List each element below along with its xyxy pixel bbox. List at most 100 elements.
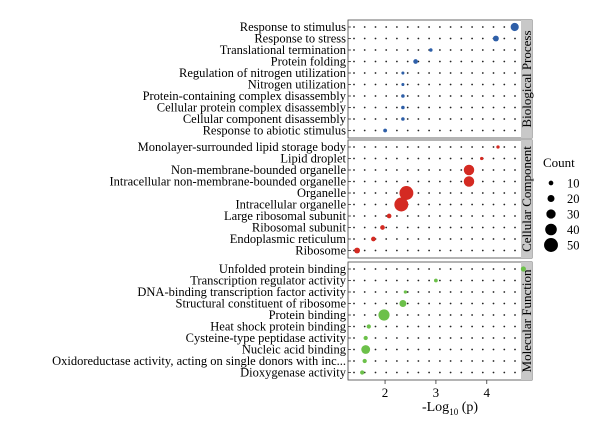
grid-dot	[417, 157, 420, 160]
grid-dot	[492, 146, 495, 148]
grid-dot	[449, 95, 452, 97]
grid-dot	[503, 37, 506, 40]
grid-dot	[481, 49, 484, 51]
data-point	[361, 345, 371, 354]
grid-dot	[385, 291, 388, 293]
grid-dot	[492, 291, 495, 293]
data-point	[492, 35, 499, 42]
grid-dot	[471, 325, 473, 328]
grid-dot	[460, 268, 463, 270]
grid-dot	[385, 60, 388, 63]
grid-dot	[503, 337, 506, 339]
grid-dot	[492, 203, 495, 206]
grid-dot	[492, 302, 495, 305]
grid-dot	[406, 95, 409, 97]
grid-dot	[514, 238, 516, 240]
grid-dot	[417, 337, 420, 339]
grid-dot	[449, 360, 452, 362]
grid-dot	[396, 26, 398, 28]
grid-dot	[363, 226, 366, 229]
grid-dot	[417, 129, 420, 132]
grid-dot	[406, 169, 409, 171]
grid-dot	[406, 371, 409, 374]
grid-dot	[481, 37, 484, 40]
grid-dot	[514, 371, 516, 374]
grid-dot	[385, 238, 388, 240]
grid-dot	[439, 302, 441, 305]
facet-strip	[521, 262, 532, 380]
grid-dot	[406, 129, 409, 132]
grid-dot	[460, 60, 463, 63]
grid-dot	[396, 348, 398, 351]
grid-dot	[471, 226, 473, 229]
grid-dot	[385, 37, 388, 40]
term-label: Nitrogen utilization	[248, 78, 347, 92]
facet-strip-label: Biological Process	[519, 30, 534, 127]
term-label: Endoplasmic reticulum	[230, 232, 347, 246]
grid-dot	[514, 129, 516, 132]
grid-dot	[406, 157, 409, 160]
data-point	[401, 71, 405, 75]
grid-dot	[353, 238, 355, 240]
grid-dot	[503, 60, 506, 63]
grid-dot	[471, 157, 473, 160]
term-label: Protein folding	[271, 55, 347, 69]
grid-dot	[428, 146, 430, 148]
grid-dot	[417, 37, 420, 40]
grid-dot	[481, 268, 484, 270]
grid-dot	[503, 192, 506, 194]
grid-dot	[492, 337, 495, 339]
grid-dot	[406, 180, 409, 183]
grid-dot	[460, 146, 463, 148]
data-point	[463, 176, 475, 187]
grid-dot	[374, 106, 377, 109]
grid-dot	[439, 106, 441, 109]
term-label: Structural constituent of ribosome	[176, 297, 347, 311]
term-label: Organelle	[297, 186, 347, 200]
grid-dot	[417, 180, 420, 183]
data-point	[399, 186, 414, 200]
grid-dot	[353, 337, 355, 339]
grid-dot	[439, 118, 441, 120]
grid-dot	[363, 129, 366, 132]
grid-dot	[417, 26, 420, 28]
grid-dot	[396, 249, 398, 252]
grid-dot	[417, 226, 420, 229]
grid-dot	[406, 325, 409, 328]
term-label: Transcription regulator activity	[190, 274, 347, 288]
grid-dot	[374, 169, 377, 171]
term-label: Large ribosomal subunit	[224, 209, 346, 223]
grid-dot	[396, 302, 398, 305]
grid-dot	[503, 314, 506, 316]
data-point	[362, 358, 367, 364]
grid-dot	[417, 348, 420, 351]
grid-dot	[439, 279, 441, 282]
legend-size-label: 10	[567, 177, 580, 191]
grid-dot	[439, 49, 441, 51]
grid-dot	[417, 106, 420, 109]
grid-dot	[481, 146, 484, 148]
grid-dot	[471, 337, 473, 339]
term-label: Protein-containing complex disassembly	[143, 89, 347, 103]
grid-dot	[514, 226, 516, 229]
data-point	[413, 59, 418, 64]
grid-dot	[439, 26, 441, 28]
data-point	[394, 197, 409, 212]
grid-dot	[363, 83, 366, 86]
grid-dot	[353, 371, 355, 374]
grid-dot	[492, 215, 495, 217]
grid-dot	[353, 129, 355, 132]
grid-dot	[471, 203, 473, 206]
panel-grid	[353, 26, 516, 132]
grid-dot	[460, 314, 463, 316]
grid-dot	[363, 249, 366, 252]
grid-dot	[406, 226, 409, 229]
grid-dot	[514, 337, 516, 339]
grid-dot	[406, 106, 409, 109]
grid-dot	[385, 348, 388, 351]
grid-dot	[439, 146, 441, 148]
grid-dot	[492, 26, 495, 28]
grid-dot	[503, 279, 506, 282]
data-point	[401, 94, 405, 98]
grid-dot	[439, 129, 441, 132]
